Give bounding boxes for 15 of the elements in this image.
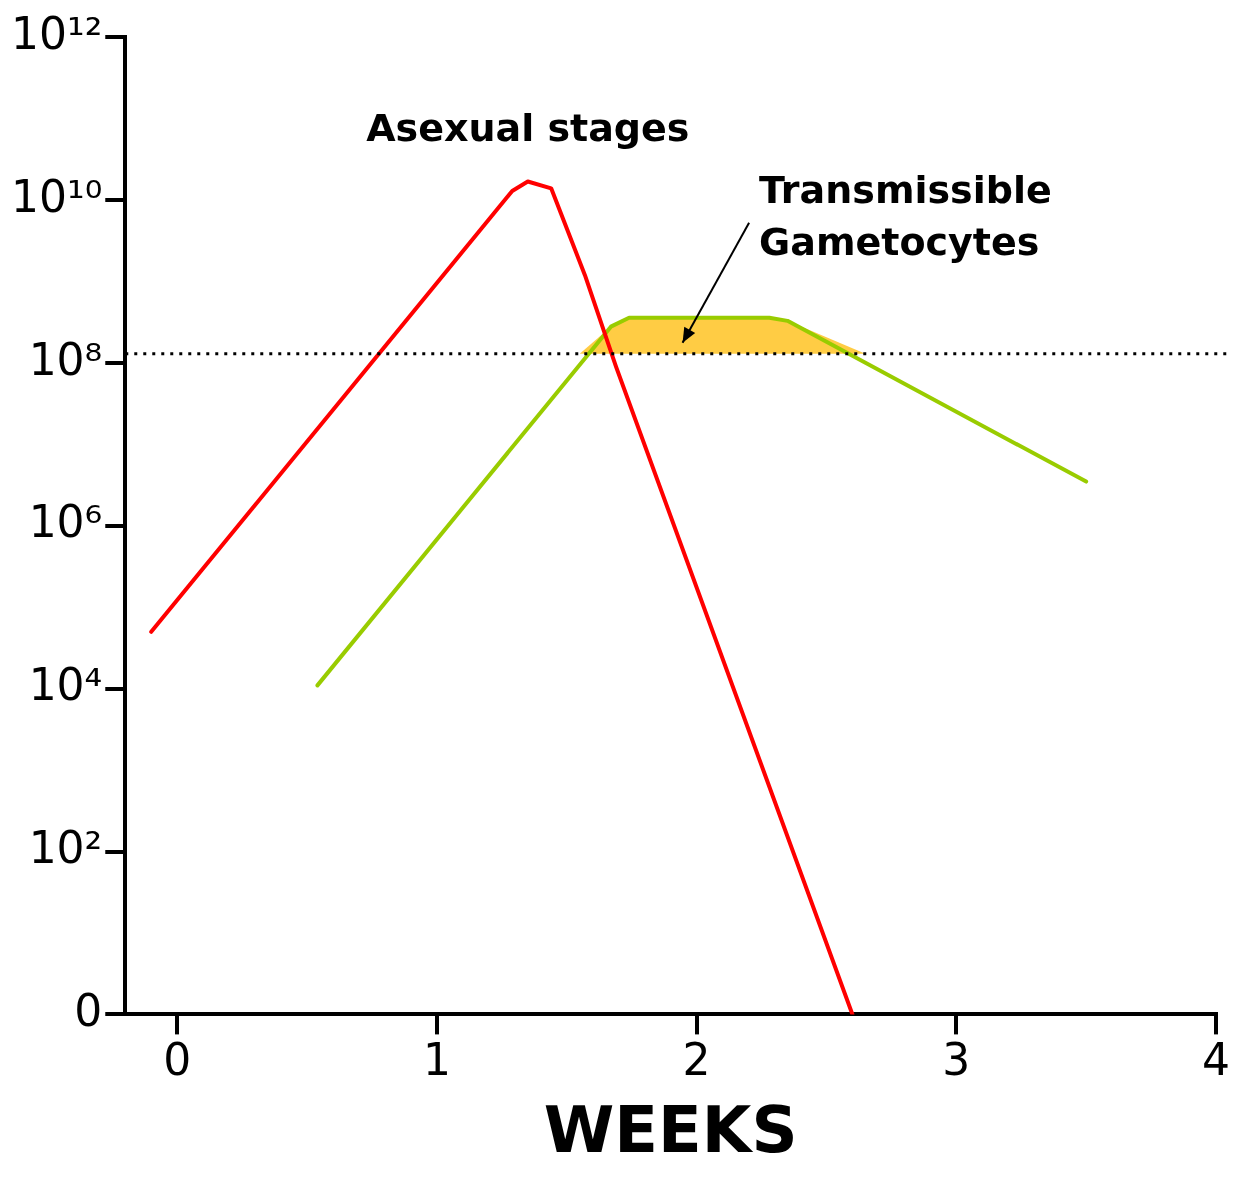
x-tick-label: 0 <box>163 1034 192 1086</box>
y-tick-label: 0 <box>74 984 103 1036</box>
x-tick-label: 1 <box>422 1034 451 1086</box>
x-tick-label: 3 <box>942 1034 971 1086</box>
x-axis-title: WEEKS <box>543 1093 798 1168</box>
y-tick-label: 10⁴ <box>28 659 103 711</box>
y-tick-label: 10⁸ <box>28 333 103 385</box>
y-tick-label: 10¹⁰ <box>11 170 103 222</box>
series-label: Transmissible Gametocytes <box>759 167 1052 264</box>
series-label: Asexual stages <box>366 106 690 151</box>
x-tick-label: 4 <box>1202 1034 1230 1086</box>
y-tick-label: 10¹² <box>11 7 103 59</box>
y-tick-label: 10⁶ <box>28 496 103 548</box>
x-tick-label: 2 <box>682 1034 711 1086</box>
y-tick-label: 10² <box>28 822 103 873</box>
